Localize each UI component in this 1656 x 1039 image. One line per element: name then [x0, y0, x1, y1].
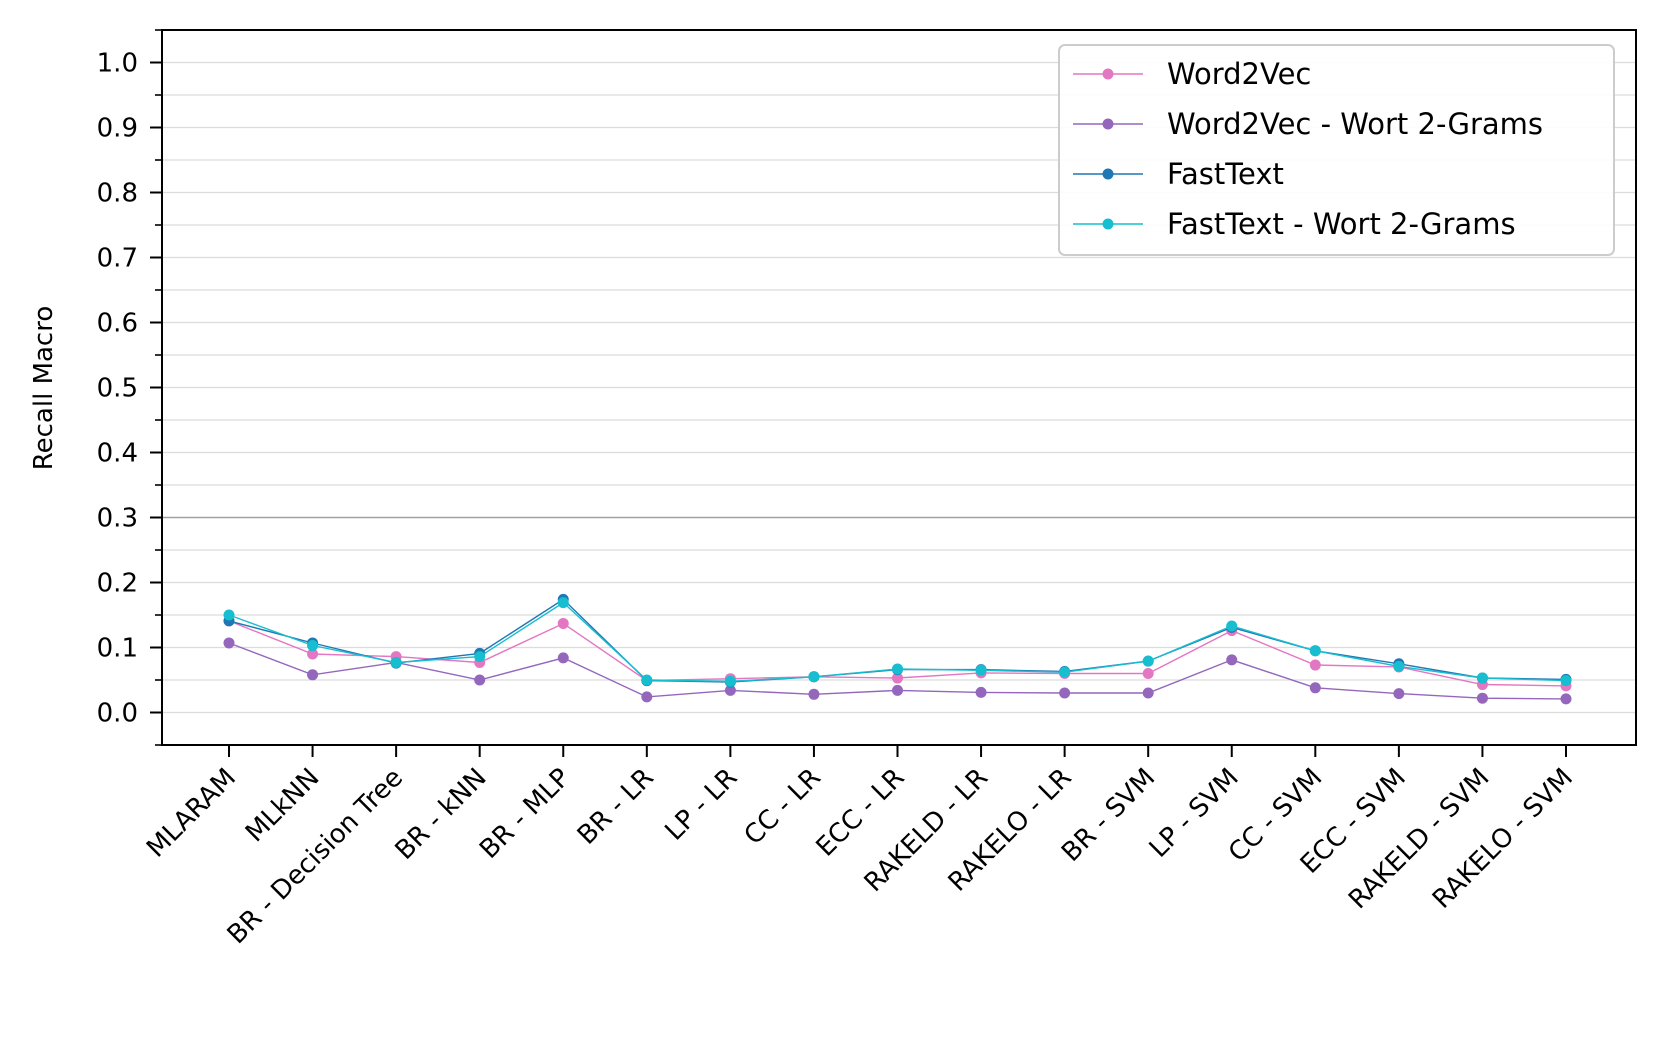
- data-point: [474, 651, 486, 663]
- legend-swatch-marker: [1102, 218, 1114, 230]
- data-point: [390, 656, 402, 668]
- data-point: [641, 674, 653, 686]
- data-point: [1059, 666, 1071, 678]
- data-point: [557, 652, 569, 664]
- data-point: [892, 684, 903, 696]
- data-point: [1142, 668, 1154, 679]
- y-tick-label: 0.0: [97, 699, 138, 729]
- y-tick-label: 0.8: [97, 179, 138, 209]
- data-point: [724, 684, 736, 696]
- data-point: [1309, 659, 1321, 671]
- y-tick-label: 0.4: [97, 439, 138, 469]
- data-point: [808, 671, 820, 683]
- legend-entry-fasttext: FastText: [1073, 157, 1284, 191]
- data-point: [1560, 693, 1572, 705]
- y-tick-label: 0.6: [97, 309, 138, 339]
- data-point: [307, 640, 319, 652]
- data-point: [223, 637, 235, 649]
- legend-label: Word2Vec - Wort 2-Grams: [1167, 107, 1543, 141]
- data-point: [1309, 682, 1321, 694]
- data-point: [641, 691, 653, 703]
- data-point: [1059, 687, 1071, 699]
- y-tick-label: 0.5: [97, 374, 138, 404]
- data-point: [1142, 655, 1154, 667]
- legend-entry-word2vec: Word2Vec: [1073, 57, 1311, 91]
- data-point: [474, 674, 486, 686]
- data-point: [1226, 654, 1238, 666]
- data-point: [808, 688, 820, 700]
- series-layer: [223, 593, 1572, 705]
- data-point: [975, 664, 987, 676]
- data-point: [1393, 660, 1405, 672]
- data-point: [1476, 692, 1488, 704]
- legend-swatch-marker: [1102, 68, 1114, 80]
- legend-swatch-marker: [1102, 118, 1114, 130]
- data-point: [307, 669, 319, 681]
- legend: Word2Vec Word2Vec - Wort 2-Grams FastTex…: [1058, 44, 1615, 256]
- data-point: [1476, 672, 1488, 684]
- data-point: [1393, 688, 1405, 700]
- data-point: [892, 672, 903, 684]
- data-point: [223, 609, 235, 621]
- legend-swatch-marker: [1102, 168, 1114, 180]
- data-point: [892, 663, 903, 675]
- y-tick-label: 1.0: [97, 49, 138, 79]
- legend-entry-word2vec-2grams: Word2Vec - Wort 2-Grams: [1073, 107, 1543, 141]
- y-axis-label: Recall Macro: [29, 306, 59, 471]
- data-point: [1226, 620, 1238, 632]
- data-point: [557, 617, 569, 629]
- y-tick-label: 0.7: [97, 244, 138, 274]
- data-point: [724, 675, 736, 687]
- data-point: [1560, 675, 1572, 687]
- legend-entry-fasttext-2grams: FastText - Wort 2-Grams: [1073, 207, 1516, 241]
- legend-box: [1058, 44, 1615, 256]
- y-tick-label: 0.9: [97, 114, 138, 144]
- legend-label: Word2Vec: [1167, 57, 1311, 91]
- data-point: [307, 648, 319, 660]
- y-axis: 0.0 0.1 0.2 0.3 0.4 0.5 0.6 0.7 0.8 0.9 1.0: [97, 29, 162, 746]
- data-point: [1142, 687, 1154, 699]
- data-point: [975, 686, 987, 698]
- series-3: [223, 597, 1572, 687]
- y-tick-label: 0.3: [97, 504, 138, 534]
- y-tick-label: 0.2: [97, 569, 138, 599]
- y-tick-label: 0.1: [97, 634, 138, 664]
- legend-label: FastText: [1167, 157, 1284, 191]
- data-point: [1309, 645, 1321, 657]
- legend-label: FastText - Wort 2-Grams: [1167, 207, 1516, 241]
- data-point: [557, 597, 569, 609]
